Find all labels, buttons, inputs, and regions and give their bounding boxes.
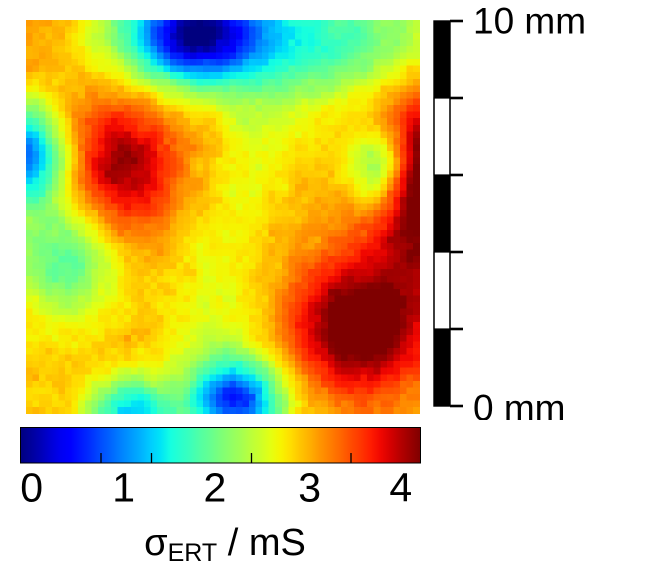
svg-text:1: 1 [112,465,135,511]
svg-text:10 mm: 10 mm [473,1,586,42]
svg-text:4: 4 [389,465,412,511]
svg-text:3: 3 [298,465,321,511]
svg-text:0 mm: 0 mm [473,388,566,420]
svg-text:0: 0 [20,465,43,511]
svg-text:σERT / mS: σERT / mS [144,522,306,567]
svg-text:2: 2 [203,465,226,511]
